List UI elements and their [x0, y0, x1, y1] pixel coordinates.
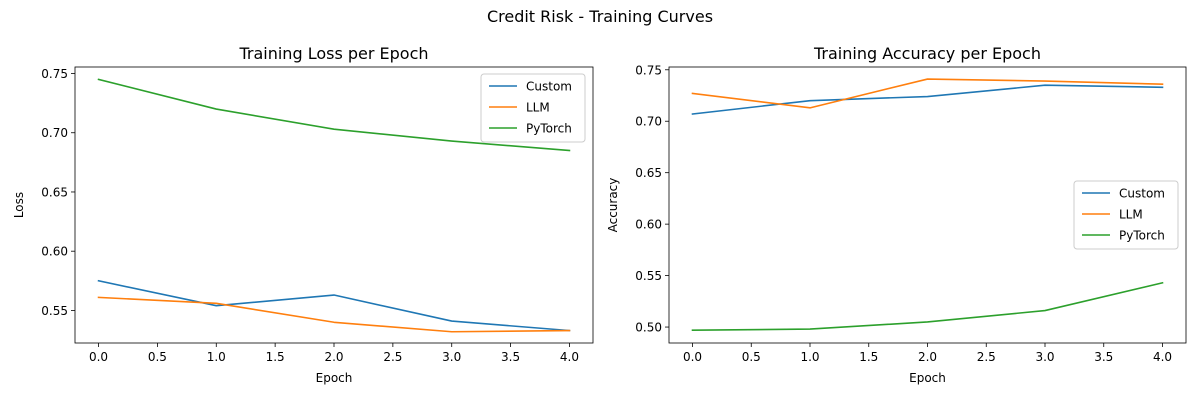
y-tick-label: 0.70 [41, 126, 68, 140]
legend-label-custom: Custom [1119, 187, 1165, 201]
y-tick-label: 0.65 [635, 166, 662, 180]
figure-title: Credit Risk - Training Curves [487, 7, 713, 26]
legend-box [480, 73, 586, 143]
x-tick-label: 2.5 [383, 350, 402, 364]
y-tick-label: 0.75 [635, 63, 662, 77]
series-line-llm [691, 78, 1164, 109]
x-axis-label: Epoch [316, 371, 353, 385]
legend-label-llm: LLM [526, 101, 550, 115]
x-tick-label: 1.5 [859, 350, 878, 364]
x-tick-label: 1.0 [800, 350, 819, 364]
y-axis-label: Accuracy [606, 178, 620, 233]
legend: Custom LLM PyTorch [1073, 180, 1179, 250]
subplot-1: Training Loss per Epoch 0.0 0.5 1.0 1.5 2.0 2.… [12, 44, 594, 385]
y-tick-label: 0.60 [41, 245, 68, 259]
x-tick-label: 4.0 [560, 350, 579, 364]
subplot-2: Training Accuracy per Epoch 0.0 0.5 1.0 1.5 2… [606, 44, 1187, 385]
x-tick-label: 3.0 [442, 350, 461, 364]
series-line-custom [691, 84, 1164, 115]
series-line-llm [97, 296, 571, 333]
y-tick-label: 0.55 [635, 269, 662, 283]
x-tick-label: 3.0 [1035, 350, 1054, 364]
x-tick-label: 0.5 [742, 350, 761, 364]
x-tick-label: 1.5 [266, 350, 285, 364]
y-axis-label: Loss [12, 192, 26, 218]
series-line-pytorch [97, 78, 571, 152]
x-tick-label: 0.5 [148, 350, 167, 364]
x-tick-label: 0.0 [683, 350, 702, 364]
legend: Custom LLM PyTorch [480, 73, 586, 143]
legend-label-pytorch: PyTorch [1119, 229, 1165, 243]
series-line-pytorch [691, 281, 1164, 331]
series-line-custom [97, 279, 571, 332]
chart-title: Training Loss per Epoch [238, 44, 428, 63]
x-tick-label: 1.0 [207, 350, 226, 364]
x-tick-label: 3.5 [1094, 350, 1113, 364]
y-tick-label: 0.70 [635, 115, 662, 129]
chart-title: Training Accuracy per Epoch [813, 44, 1041, 63]
x-tick-label: 2.5 [977, 350, 996, 364]
legend-label-llm: LLM [1119, 208, 1143, 222]
y-tick-label: 0.50 [635, 321, 662, 335]
x-tick-label: 2.0 [918, 350, 937, 364]
charts-container: Training Loss per Epoch 0.0 0.5 1.0 1.5 2.0 2.… [12, 44, 1187, 385]
x-tick-label: 0.0 [89, 350, 108, 364]
y-tick-label: 0.55 [41, 304, 68, 318]
y-tick-label: 0.65 [41, 185, 68, 199]
y-tick-label: 0.60 [635, 218, 662, 232]
x-tick-label: 3.5 [501, 350, 520, 364]
y-tick-label: 0.75 [41, 67, 68, 81]
legend-label-custom: Custom [526, 80, 572, 94]
x-tick-label: 4.0 [1153, 350, 1172, 364]
x-axis-label: Epoch [909, 371, 946, 385]
legend-box [1073, 180, 1179, 250]
x-tick-label: 2.0 [324, 350, 343, 364]
legend-label-pytorch: PyTorch [526, 122, 572, 136]
